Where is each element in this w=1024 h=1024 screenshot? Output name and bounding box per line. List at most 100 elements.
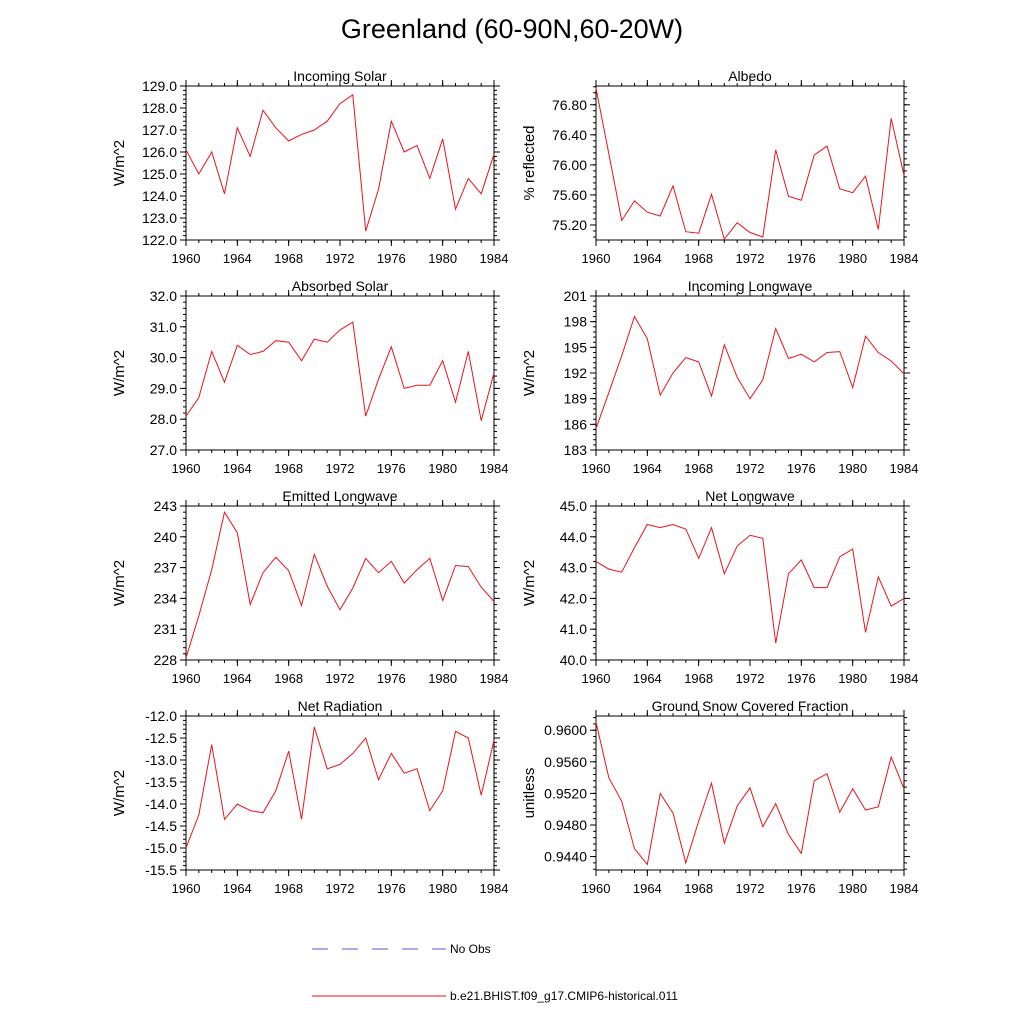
y-tick-label: 192 [564,365,588,381]
y-axis-label: W/m^2 [111,770,128,816]
y-tick-label: 240 [154,529,178,545]
y-tick-label: 43.0 [560,560,587,576]
y-tick-label: 201 [564,288,588,304]
x-tick-label: 1972 [326,881,355,896]
x-tick-label: 1960 [582,461,611,476]
y-tick-label: -14.5 [145,818,177,834]
x-tick-label: 1960 [582,671,611,686]
x-tick-label: 1984 [480,881,509,896]
y-tick-label: 186 [564,416,588,432]
x-tick-label: 1968 [684,881,713,896]
panel-incoming-solar: Incoming Solar W/m^2 122.0 123.0 124.0 125.0 1… [111,68,508,266]
y-tick-label: 41.0 [560,621,587,637]
x-tick-label: 1980 [838,881,867,896]
panel-emitted-longwave: Emitted Longwave W/m^2 228 231 234 237 240 243 1… [111,488,508,686]
y-tick-label: -12.5 [145,730,177,746]
y-tick-label: 189 [564,391,588,407]
y-axis-label: W/m^2 [111,140,128,186]
x-tick-label: 1964 [633,881,662,896]
panel-title: Emitted Longwave [282,488,397,504]
series-line [595,88,905,241]
x-tick-label: 1968 [684,671,713,686]
y-tick-label: 125.0 [142,166,177,182]
panel-title: Ground Snow Covered Fraction [652,698,849,714]
y-axis-label: W/m^2 [521,560,538,606]
series-line [595,523,905,644]
x-tick-label: 1960 [582,881,611,896]
y-tick-label: 76.00 [552,157,587,173]
x-tick-label: 1976 [787,671,816,686]
legend-model-label: b.e21.BHIST.f09_g17.CMIP6-historical.011 [450,989,678,1003]
y-tick-label: 76.80 [552,97,587,113]
y-tick-label: -13.0 [145,752,177,768]
x-tick-label: 1984 [480,251,509,266]
x-tick-label: 1980 [428,461,457,476]
x-tick-label: 1980 [838,251,867,266]
series-line [185,726,495,849]
series-line [185,510,495,659]
y-tick-label: 126.0 [142,144,177,160]
x-tick-label: 1980 [428,671,457,686]
x-tick-label: 1964 [633,461,662,476]
legend: No Obs b.e21.BHIST.f09_g17.CMIP6-histori… [312,942,678,1003]
y-tick-label: 124.0 [142,188,177,204]
series-line [595,722,905,866]
x-tick-label: 1972 [736,881,765,896]
x-tick-label: 1972 [736,671,765,686]
plot-frame [595,295,905,451]
y-tick-label: 45.0 [560,498,587,514]
y-tick-label: 76.40 [552,127,587,143]
y-axis-label: % reflected [521,125,538,200]
panel-title: Incoming Longwave [688,278,813,294]
panel-ground-snow-covered-fraction: Ground Snow Covered Fraction unitless 0.94… [521,698,918,896]
x-tick-label: 1980 [428,251,457,266]
x-tick-label: 1984 [890,251,919,266]
plot-frame [185,505,495,661]
y-tick-label: -15.0 [145,840,177,856]
x-tick-label: 1972 [736,461,765,476]
y-tick-label: 27.0 [150,442,177,458]
y-tick-label: 127.0 [142,122,177,138]
y-axis-label: W/m^2 [521,350,538,396]
y-tick-label: 123.0 [142,210,177,226]
y-tick-label: -13.5 [145,774,177,790]
panel-net-radiation: Net Radiation W/m^2 -15.5 -15.0 -14.5 -14.0 -1… [111,698,508,896]
panel-title: Absorbed Solar [292,278,389,294]
x-tick-label: 1960 [172,251,201,266]
x-tick-label: 1984 [480,671,509,686]
panel-net-longwave: Net Longwave W/m^2 40.0 41.0 42.0 43.0 44.0 45.… [521,488,918,686]
y-tick-label: 0.9480 [544,817,587,833]
plot-frame [595,85,905,241]
y-tick-label: 234 [154,590,178,606]
y-tick-label: 32.0 [150,288,177,304]
y-axis-label: W/m^2 [111,560,128,606]
panel-title: Incoming Solar [293,68,387,84]
panel-incoming-longwave: Incoming Longwave W/m^2 183 186 189 192 195 198… [521,278,918,476]
y-tick-label: 0.9520 [544,785,587,801]
x-tick-label: 1964 [223,461,252,476]
x-tick-label: 1976 [377,461,406,476]
panel-title: Net Longwave [705,488,795,504]
y-tick-label: 42.0 [560,590,587,606]
panels: Incoming Solar W/m^2 122.0 123.0 124.0 125.0 1… [111,68,918,896]
y-tick-label: 0.9600 [544,722,587,738]
x-tick-label: 1976 [787,881,816,896]
panel-title: Net Radiation [298,698,383,714]
y-tick-label: 129.0 [142,78,177,94]
y-tick-label: 75.20 [552,217,587,233]
panel-albedo: Albedo % reflected 75.20 75.60 76.00 76.40 76.… [521,68,918,266]
x-tick-label: 1984 [890,671,919,686]
x-tick-label: 1964 [633,251,662,266]
x-tick-label: 1980 [838,671,867,686]
y-tick-label: 28.0 [150,411,177,427]
y-tick-label: 29.0 [150,380,177,396]
x-tick-label: 1972 [326,461,355,476]
plot-frame [185,85,495,241]
x-tick-label: 1976 [377,881,406,896]
x-tick-label: 1972 [326,251,355,266]
x-tick-label: 1968 [274,671,303,686]
y-tick-label: 0.9560 [544,754,587,770]
x-tick-label: 1964 [633,671,662,686]
y-tick-label: 44.0 [560,529,587,545]
